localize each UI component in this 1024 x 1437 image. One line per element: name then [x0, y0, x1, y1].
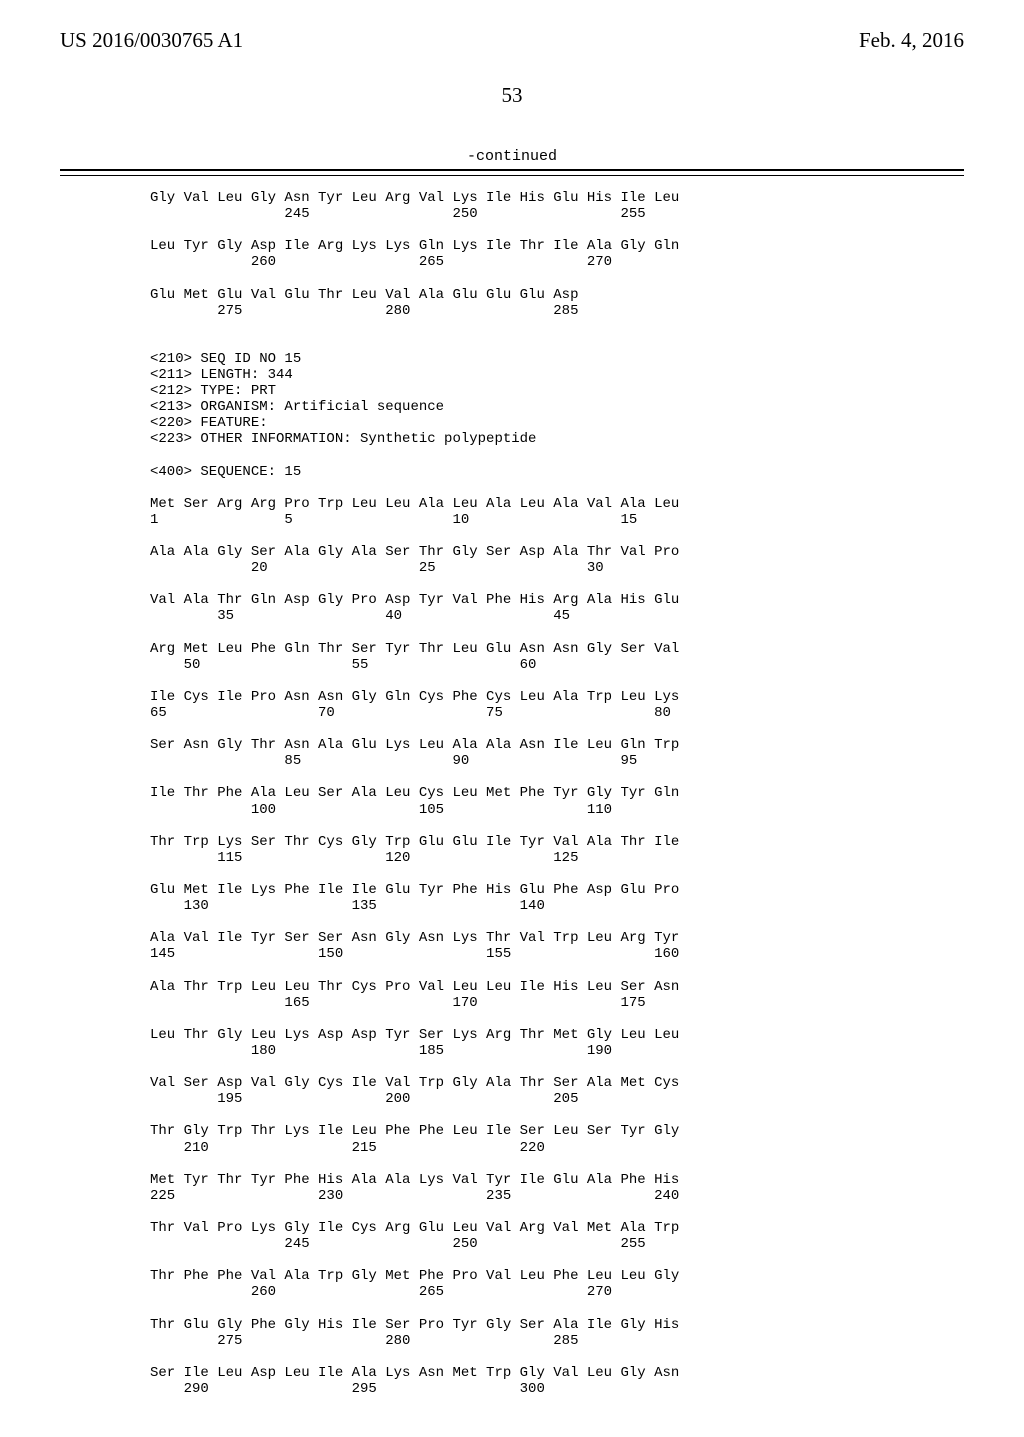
publication-date: Feb. 4, 2016: [859, 28, 964, 53]
rule-thin: [60, 175, 964, 176]
continued-label: -continued: [60, 148, 964, 165]
page-number: 53: [60, 83, 964, 108]
sequence-listing: Gly Val Leu Gly Asn Tyr Leu Arg Val Lys …: [150, 190, 964, 1397]
rule-top: [60, 169, 964, 171]
publication-number: US 2016/0030765 A1: [60, 28, 243, 53]
